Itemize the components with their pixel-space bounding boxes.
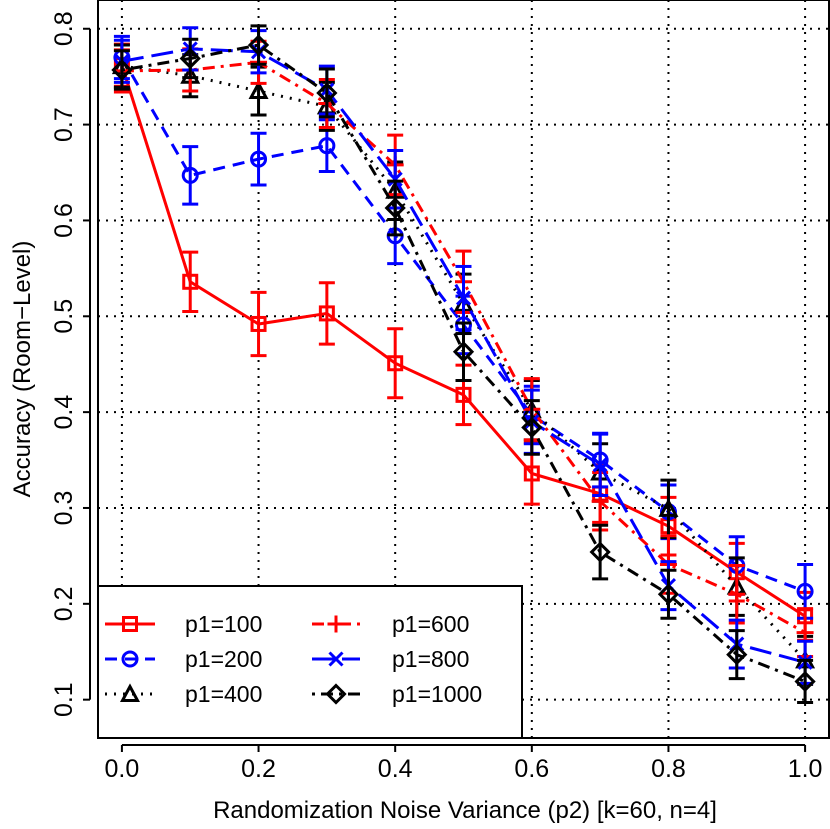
series-line: [121, 60, 806, 634]
y-tick-label: 0.4: [50, 395, 78, 430]
legend: p1=100 p1=200 p1=400 p1=600 p1=800 p1=1000: [97, 585, 523, 739]
legend-item-p1-400: p1=400: [105, 681, 262, 707]
marker-cross: [455, 290, 472, 306]
y-tick-label: 0.3: [50, 491, 78, 526]
marker-diamond: [657, 583, 680, 605]
marker-diamond: [589, 541, 611, 563]
x-axis: 0.0 0.2 0.4 0.6 0.8 1.0: [105, 744, 823, 783]
legend-label: p1=200: [185, 646, 262, 672]
marker-triangle: [248, 80, 269, 100]
marker-diamond: [111, 59, 133, 81]
legend-label: p1=1000: [392, 681, 482, 707]
marker-diamond: [247, 34, 270, 56]
y-tick-label: 0.6: [50, 203, 78, 238]
marker-triangle: [119, 683, 141, 702]
marker-plus: [796, 624, 814, 642]
marker-diamond: [325, 683, 347, 705]
marker-diamond: [794, 670, 816, 693]
x-tick-label: 0.2: [241, 755, 276, 783]
marker-diamond: [452, 341, 475, 363]
legend-item-p1-100: p1=100: [105, 611, 262, 637]
x-tick-label: 1.0: [788, 755, 823, 783]
legend-item-p1-800: p1=800: [312, 646, 469, 672]
y-tick-label: 0.1: [50, 682, 78, 717]
x-tick-label: 0.8: [651, 755, 686, 783]
marker-plus: [327, 615, 345, 633]
x-axis-label: Randomization Noise Variance (p2) [k=60,…: [213, 797, 717, 824]
marker-cross: [387, 171, 403, 187]
marker-diamond: [726, 643, 748, 666]
x-tick-label: 0.0: [105, 755, 140, 783]
y-axis: 0.1 0.2 0.3 0.4 0.5 0.6 0.7 0.8: [50, 11, 91, 717]
marker-square: [523, 465, 540, 482]
marker-square: [318, 305, 335, 322]
x-tick-label: 0.4: [378, 755, 413, 783]
marker-triangle: [658, 498, 679, 517]
legend-label: p1=100: [185, 611, 262, 637]
marker-cross: [592, 457, 608, 473]
marker-circle: [250, 150, 268, 168]
marker-diamond: [384, 197, 406, 219]
marker-diamond: [179, 47, 201, 70]
legend-box: [97, 585, 523, 739]
legend-item-p1-600: p1=600: [312, 611, 469, 637]
legend-label: p1=800: [392, 646, 469, 672]
marker-circle: [318, 137, 336, 155]
legend-label: p1=600: [392, 611, 469, 637]
series-p1-1000: [111, 24, 816, 705]
marker-square: [250, 315, 267, 332]
legend-label: p1=400: [185, 681, 262, 707]
marker-cross: [328, 651, 344, 667]
y-tick-label: 0.7: [50, 107, 78, 142]
marker-square: [182, 273, 199, 290]
series-layer: [111, 24, 816, 705]
legend-item-p1-200: p1=200: [105, 646, 262, 672]
y-tick-label: 0.2: [50, 586, 78, 621]
marker-diamond: [521, 416, 543, 439]
x-tick-label: 0.6: [514, 755, 549, 783]
marker-circle: [796, 582, 814, 600]
marker-plus: [728, 585, 746, 603]
marker-circle: [181, 166, 199, 184]
y-axis-label: Accuracy (Room−Level): [9, 241, 36, 498]
marker-square: [455, 386, 472, 403]
marker-square: [387, 355, 404, 372]
marker-diamond: [316, 82, 338, 104]
y-tick-label: 0.5: [50, 299, 78, 334]
marker-square: [122, 616, 138, 632]
marker-circle: [121, 650, 139, 668]
legend-item-p1-1000: p1=1000: [312, 681, 482, 707]
y-tick-label: 0.8: [50, 11, 78, 46]
